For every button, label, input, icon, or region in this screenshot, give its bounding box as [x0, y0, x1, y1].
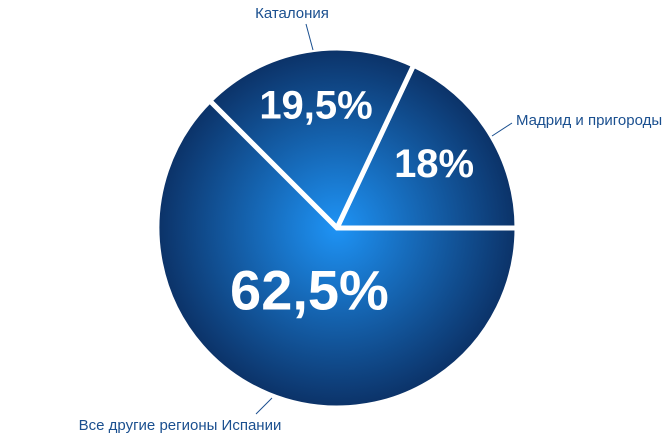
leader-line — [491, 122, 513, 137]
labels: 18% Мадрид и пригороды 19,5% Каталония 62,5%… — [79, 5, 663, 434]
slice — [333, 61, 520, 231]
value-label: 18% — [394, 142, 474, 186]
category-label: Мадрид и пригороды — [516, 112, 662, 129]
slice — [154, 97, 520, 411]
category-label: Каталония — [255, 5, 329, 22]
category-label: Все другие регионы Испании — [79, 417, 282, 434]
leader-line — [255, 397, 273, 415]
slice — [206, 45, 417, 233]
leader-line — [305, 23, 314, 51]
pie — [154, 45, 520, 411]
value-label: 62,5% — [230, 258, 389, 321]
value-label: 19,5% — [259, 83, 372, 127]
